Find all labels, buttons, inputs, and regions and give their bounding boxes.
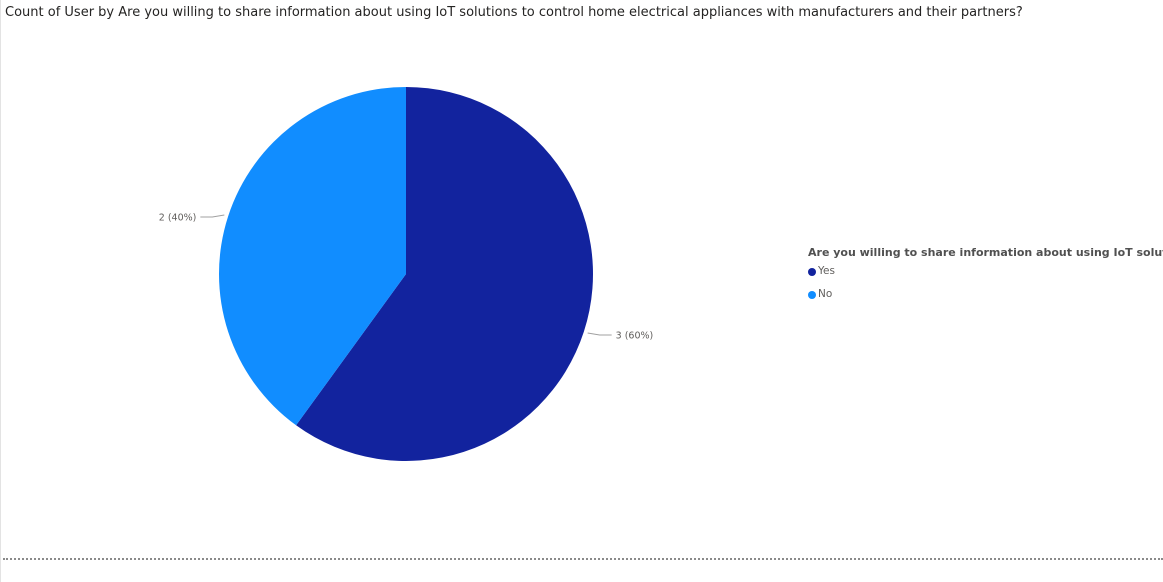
pie-slices [219,87,593,462]
leader-lines [200,214,612,336]
data-label-no: 2 (40%) [159,212,197,223]
legend-label-yes: Yes [818,265,835,277]
legend-title: Are you willing to share information abo… [808,246,1163,259]
bottom-divider [3,558,1163,560]
leader-line-no [200,214,225,218]
data-labels: 3 (60%) 2 (40%) [159,212,653,341]
visual-frame-edge [0,0,1,582]
legend-marker-no [808,290,816,299]
pie-slice-no[interactable] [219,87,406,426]
chart-title: Count of User by Are you willing to shar… [5,5,1023,20]
legend-marker-yes [808,267,816,276]
legend-item-no[interactable]: No [808,288,1163,301]
legend: Are you willing to share information abo… [808,246,1163,301]
legend-label-no: No [818,288,833,300]
data-label-yes: 3 (60%) [616,331,654,342]
pie-slice-yes[interactable] [296,87,593,462]
legend-item-yes[interactable]: Yes [808,265,1163,278]
leader-line-yes [587,332,612,336]
